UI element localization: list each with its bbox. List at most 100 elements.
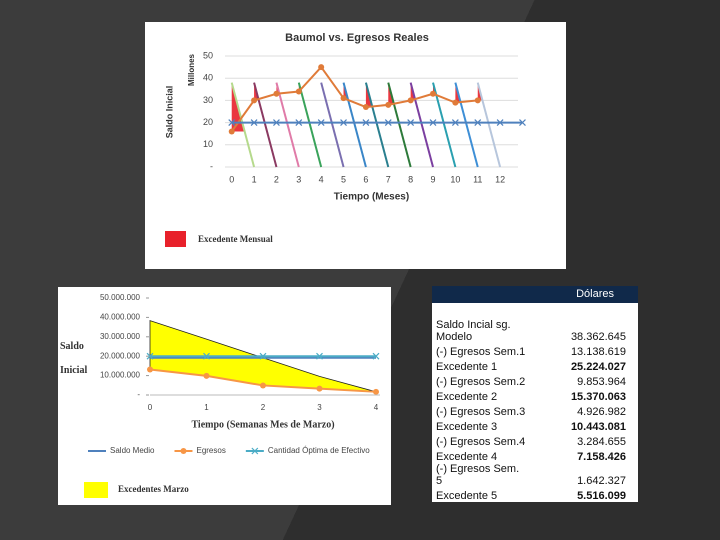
x-tick-label: 3 [317, 403, 322, 412]
table-row: (-) Egresos Sem.3 4.926.982 [432, 403, 638, 418]
x-tick-label: 12 [495, 174, 505, 184]
table-row: Excedente 3 10.443.081 [432, 418, 638, 433]
x-tick-label: 11 [473, 174, 482, 184]
table-label: (-) Egresos Sem.3 [436, 406, 526, 418]
x-tick-label: 0 [229, 174, 234, 184]
y-tick-label: 30.000.000 [100, 332, 141, 341]
table-value: 3.284.655 [577, 436, 626, 448]
table-row: (-) Egresos Sem.2 9.853.964 [432, 373, 638, 388]
y-tick-label: 30 [203, 95, 213, 105]
point [273, 119, 280, 127]
point [496, 119, 504, 127]
x-tick-label: 4 [374, 403, 379, 412]
line [387, 82, 412, 168]
table-label: (-) Egresos Sem.1 [436, 346, 526, 358]
point [146, 352, 154, 360]
table-value: 15.370.063 [570, 391, 626, 403]
table-label: (-) Egresos Sem.4 [436, 436, 526, 448]
legend-label: Cantidad Óptima de Efectivo [268, 446, 370, 455]
table-row: (-) Egresos Sem.1 13.138.619 [432, 343, 638, 358]
point [273, 90, 280, 97]
y-axis-label: Saldo Inicial [60, 341, 88, 376]
point [317, 119, 325, 127]
x-tick-label: 7 [386, 174, 391, 184]
table-row: Excedente 2 15.370.063 [432, 388, 638, 403]
point [228, 128, 235, 135]
point [362, 104, 369, 111]
x-tick-label: 2 [274, 174, 279, 184]
table-value: 38.362.645 [570, 331, 626, 343]
point [372, 352, 380, 360]
line [275, 82, 300, 168]
point [228, 119, 236, 127]
x-tick-label: 4 [319, 174, 324, 184]
point [429, 119, 437, 127]
line [230, 82, 256, 168]
point [203, 372, 210, 379]
point [430, 90, 437, 97]
legend-label: Saldo Medio [110, 446, 155, 455]
x-tick-label: 10 [450, 174, 460, 184]
table-row: Excedente 1 25.224.027 [432, 358, 638, 373]
y-tick-label: 50 [203, 50, 213, 60]
x-tick-label: 6 [363, 174, 368, 184]
y-tick-label: 20 [203, 117, 213, 127]
line [476, 82, 502, 168]
table-value: 10.443.081 [570, 421, 626, 433]
chart-panel [145, 22, 566, 269]
y-tick-label: - [210, 161, 213, 171]
table-value: 7.158.426 [577, 451, 626, 463]
x-tick-label: 8 [408, 174, 413, 184]
legend-swatch [165, 231, 186, 247]
point [452, 99, 459, 106]
x-tick-label: 3 [296, 174, 301, 184]
x-tick-label: 1 [204, 403, 209, 412]
point [260, 382, 266, 389]
table-value: 13.138.619 [570, 346, 626, 358]
table-value: 9.853.964 [577, 376, 626, 388]
point [318, 64, 325, 71]
y-tick-label: 10.000.000 [100, 371, 141, 380]
point [250, 119, 258, 127]
line [230, 65, 478, 133]
x-tick-label: 0 [148, 403, 153, 412]
table-row: Excedente 4 7.158.426 [432, 448, 638, 463]
line [320, 82, 345, 168]
point [385, 101, 392, 108]
point [295, 88, 302, 95]
point [407, 119, 415, 127]
point [384, 119, 392, 127]
legend-label: Excedente Mensual [198, 234, 273, 244]
line [364, 82, 390, 168]
point [295, 119, 303, 127]
y-tick-label: - [137, 390, 140, 399]
y-axis-unit: Millones [187, 53, 196, 86]
line [342, 82, 367, 168]
chart-panel [58, 287, 391, 505]
table-row: Saldo Incial sg. Modelo 38.362.645 [432, 303, 638, 343]
point [474, 119, 482, 127]
table: Dólares Saldo Incial sg. Modelo 38.362.64… [432, 286, 638, 502]
x-tick-label: 9 [430, 174, 435, 184]
x-axis-label: Tiempo (Semanas Mes de Marzo) [191, 419, 334, 430]
table-value: 5.516.099 [577, 490, 626, 502]
y-tick-label: 40 [203, 73, 213, 83]
point [474, 97, 481, 104]
point [251, 97, 258, 104]
table-row: (-) Egresos Sem. 5 1.642.327 [432, 463, 638, 487]
point [373, 388, 379, 395]
table-label: Excedente 2 [436, 391, 498, 403]
line [409, 82, 434, 168]
point [147, 366, 153, 373]
table-label: (-) Egresos Sem. 5 [436, 463, 520, 487]
y-tick-label: 40.000.000 [100, 313, 141, 322]
point [316, 352, 323, 360]
table-row: Excedente 5 5.516.099 [432, 487, 638, 502]
table-value: 25.224.027 [570, 361, 626, 373]
table-label: Excedente 3 [436, 421, 498, 433]
x-tick-label: 1 [252, 174, 257, 184]
table-label: Excedente 1 [436, 361, 498, 373]
table-label: Excedente 4 [436, 451, 498, 463]
